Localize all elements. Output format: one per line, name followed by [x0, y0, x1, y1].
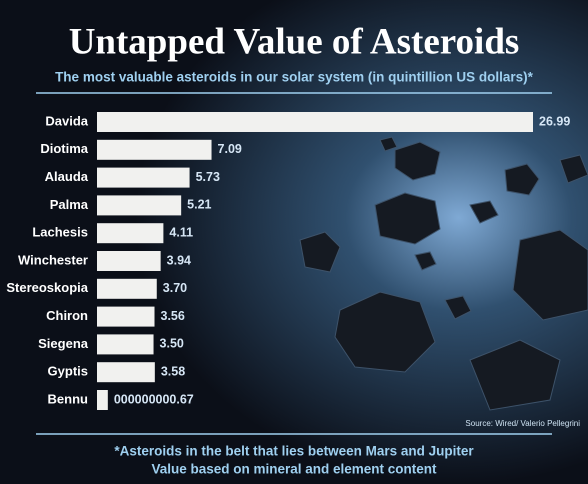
source: Source: Wired/ Valerio Pellegrini	[465, 419, 580, 428]
bar	[97, 112, 533, 132]
category-label: Winchester	[18, 252, 88, 267]
bar	[97, 278, 157, 299]
asteroids	[299, 136, 588, 411]
value-label: 000000000.67	[114, 392, 194, 406]
category-label: Palma	[50, 197, 89, 212]
value-label: 4.11	[169, 225, 193, 239]
value-label: 3.70	[163, 281, 187, 295]
value-label: 7.09	[218, 142, 242, 156]
footnote: Value based on mineral and element conte…	[151, 462, 437, 477]
bar	[97, 195, 182, 216]
category-label: Lachesis	[32, 225, 88, 240]
chart-subtitle: The most valuable asteroids in our solar…	[55, 70, 534, 85]
category-label: Gyptis	[48, 364, 88, 379]
value-label: 26.99	[539, 114, 570, 128]
category-label: Diotima	[40, 141, 88, 156]
category-label: Alauda	[45, 169, 89, 184]
value-label: 3.94	[167, 253, 191, 267]
bar	[97, 139, 212, 160]
bar	[97, 306, 155, 327]
category-label: Chiron	[46, 308, 88, 323]
category-label: Davida	[45, 113, 88, 128]
value-label: 3.58	[161, 364, 185, 378]
footnote: *Asteroids in the belt that lies between…	[114, 444, 474, 459]
bar	[97, 334, 154, 355]
bar	[97, 390, 108, 410]
category-label: Siegena	[38, 336, 89, 351]
bar	[97, 362, 155, 383]
value-label: 5.21	[187, 198, 211, 212]
value-label: 3.56	[161, 309, 185, 323]
category-label: Bennu	[48, 391, 89, 406]
bar	[97, 223, 164, 244]
value-label: 3.50	[160, 337, 184, 351]
bar	[97, 251, 161, 271]
chart-title: Untapped Value of Asteroids	[69, 21, 520, 62]
bar	[97, 167, 190, 188]
category-label: Stereoskopia	[6, 280, 88, 295]
value-label: 5.73	[196, 170, 220, 184]
